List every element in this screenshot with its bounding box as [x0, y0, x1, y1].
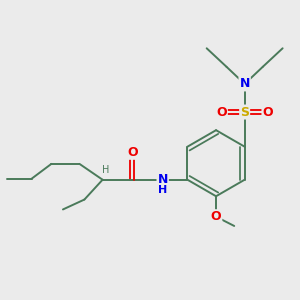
- Text: O: O: [262, 106, 273, 118]
- Text: H: H: [101, 166, 109, 176]
- Text: O: O: [216, 106, 227, 118]
- Text: N: N: [239, 77, 250, 91]
- Text: H: H: [158, 185, 167, 195]
- Text: N: N: [158, 173, 168, 186]
- Text: S: S: [240, 106, 249, 118]
- Text: O: O: [127, 146, 138, 159]
- Text: O: O: [211, 210, 221, 223]
